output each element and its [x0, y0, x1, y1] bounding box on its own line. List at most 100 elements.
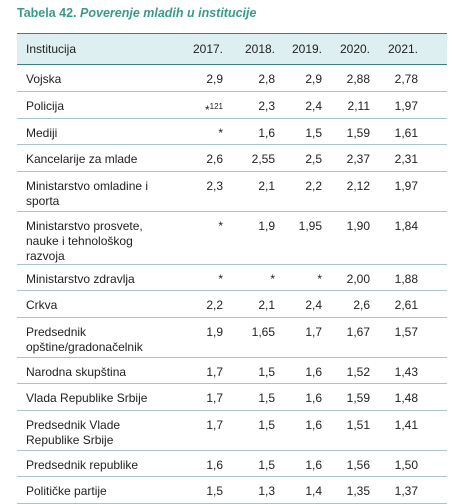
table-cell: 2,2 — [283, 171, 330, 212]
institution-name: Vlada Republike Srbije — [17, 383, 183, 411]
table-cell: 1,7 — [183, 357, 231, 384]
table-cell: * — [183, 211, 231, 265]
table-row: Predsednik Vlade Republike Srbije 1,7 1,5 1… — [17, 410, 447, 451]
table-cell: 2,3 — [183, 171, 231, 212]
institution-name: Političke partije — [17, 476, 183, 504]
table-cell: * — [283, 264, 330, 291]
table-cell: 2,8 — [231, 64, 283, 92]
table-cell: 1,57 — [378, 317, 447, 358]
institution-name: Predsednik Vlade Republike Srbije — [17, 410, 183, 451]
table-cell: * — [183, 118, 231, 145]
table-row: Mediji * 1,6 1,5 1,59 1,61 — [17, 118, 447, 145]
table-row: Predsednik republike 1,6 1,5 1,6 1,56 1,50 — [17, 450, 447, 477]
table-cell: 1,7 — [283, 317, 330, 358]
institution-name: Ministarstvo prosvete, nauke i tehnološk… — [17, 211, 183, 265]
table-cell: 1,67 — [330, 317, 378, 358]
table-row: Policija *121 2,3 2,4 2,11 1,97 — [17, 91, 447, 119]
table-cell: 1,56 — [330, 450, 378, 477]
title-label: Tabela 42. — [17, 6, 77, 20]
institution-name: Policija — [17, 91, 183, 119]
table-cell: 1,61 — [378, 118, 447, 145]
institution-name: Crkva — [17, 290, 183, 318]
header-cell: 2019. — [283, 33, 330, 65]
table-cell: 1,4 — [283, 476, 330, 504]
institution-name: Ministarstvo zdravlja — [17, 264, 183, 291]
table-cell: 1,48 — [378, 383, 447, 411]
table-cell: 1,7 — [183, 383, 231, 411]
table-cell: 2,3 — [231, 91, 283, 119]
institution-name: Mediji — [17, 118, 183, 145]
table-cell: 1,59 — [330, 383, 378, 411]
table-cell: 1,65 — [231, 317, 283, 358]
table-cell: 1,5 — [231, 450, 283, 477]
table-cell: 2,78 — [378, 64, 447, 92]
table-cell: 1,51 — [330, 410, 378, 451]
table-cell: 1,50 — [378, 450, 447, 477]
table-cell: 1,5 — [231, 383, 283, 411]
table-cell: 1,6 — [283, 383, 330, 411]
table-cell: 2,9 — [183, 64, 231, 92]
table-cell: 1,5 — [231, 410, 283, 451]
table-cell: 2,55 — [231, 144, 283, 172]
table-cell: 1,6 — [283, 357, 330, 384]
table-row: Kancelarije za mlade 2,6 2,55 2,5 2,37 2,31 — [17, 144, 447, 172]
table-cell: 1,6 — [183, 450, 231, 477]
table-cell: 1,5 — [283, 118, 330, 145]
header-cell: Institucija — [17, 33, 183, 65]
table-cell: *121 — [183, 91, 231, 119]
table-row: Ministarstvo prosvete, nauke i tehnološk… — [17, 211, 447, 265]
table-cell: 2,4 — [283, 290, 330, 318]
table-cell: 1,97 — [378, 91, 447, 119]
table-cell: 1,88 — [378, 264, 447, 291]
table-row: Narodna skupština 1,7 1,5 1,6 1,52 1,43 — [17, 357, 447, 384]
table-cell: 1,6 — [283, 410, 330, 451]
table-cell: 1,9 — [231, 211, 283, 265]
table-cell: 1,90 — [330, 211, 378, 265]
table-cell: 1,3 — [231, 476, 283, 504]
table-cell: 2,6 — [183, 144, 231, 172]
cell-mark: * — [204, 102, 210, 117]
table-row: Ministarstvo zdravlja * * * 2,00 1,88 — [17, 264, 447, 291]
table-cell: 1,6 — [231, 118, 283, 145]
table-cell: 2,88 — [330, 64, 378, 92]
institution-name: Predsednik republike — [17, 450, 183, 477]
table-cell: 1,37 — [378, 476, 447, 504]
table-row: Ministarstvo omladine i sporta 2,3 2,1 2,2 2… — [17, 171, 447, 212]
table-cell: 2,4 — [283, 91, 330, 119]
table-cell: * — [183, 264, 231, 291]
table-cell: 2,1 — [231, 290, 283, 318]
table-cell: 2,00 — [330, 264, 378, 291]
table-cell: 1,5 — [231, 357, 283, 384]
table-cell: 1,9 — [183, 317, 231, 358]
table-cell: 1,52 — [330, 357, 378, 384]
header-cell: 2020. — [330, 33, 378, 65]
table-cell: 2,1 — [231, 171, 283, 212]
table-cell: 2,31 — [378, 144, 447, 172]
table-cell: 2,6 — [330, 290, 378, 318]
table-cell: 2,2 — [183, 290, 231, 318]
header-cell: 2017. — [183, 33, 231, 65]
data-table: Institucija 2017. 2018. 2019. 2020. 2021. Voj… — [17, 33, 447, 504]
table-row: Političke partije 1,5 1,3 1,4 1,35 1,37 — [17, 476, 447, 504]
table-cell: 2,12 — [330, 171, 378, 212]
table-cell: 1,84 — [378, 211, 447, 265]
table-cell: 1,97 — [378, 171, 447, 212]
header-cell: 2018. — [231, 33, 283, 65]
table-row: Predsednik opštine/gradonačelnik 1,9 1,65 1… — [17, 317, 447, 358]
table-cell: * — [231, 264, 283, 291]
table-cell: 1,95 — [283, 211, 330, 265]
table-cell: 2,61 — [378, 290, 447, 318]
table-cell: 2,5 — [283, 144, 330, 172]
table-cell: 1,41 — [378, 410, 447, 451]
table-cell: 2,37 — [330, 144, 378, 172]
institution-name: Predsednik opštine/gradonačelnik — [17, 317, 183, 358]
title-text: Poverenje mladih u institucije — [80, 6, 257, 20]
institution-name: Ministarstvo omladine i sporta — [17, 171, 183, 212]
table-cell: 1,6 — [283, 450, 330, 477]
table-cell: 1,5 — [183, 476, 231, 504]
table-cell: 2,9 — [283, 64, 330, 92]
table-row: Vlada Republike Srbije 1,7 1,5 1,6 1,59 1,48 — [17, 383, 447, 411]
institution-name: Narodna skupština — [17, 357, 183, 384]
table-title: Tabela 42. Poverenje mladih u institucij… — [17, 6, 256, 20]
